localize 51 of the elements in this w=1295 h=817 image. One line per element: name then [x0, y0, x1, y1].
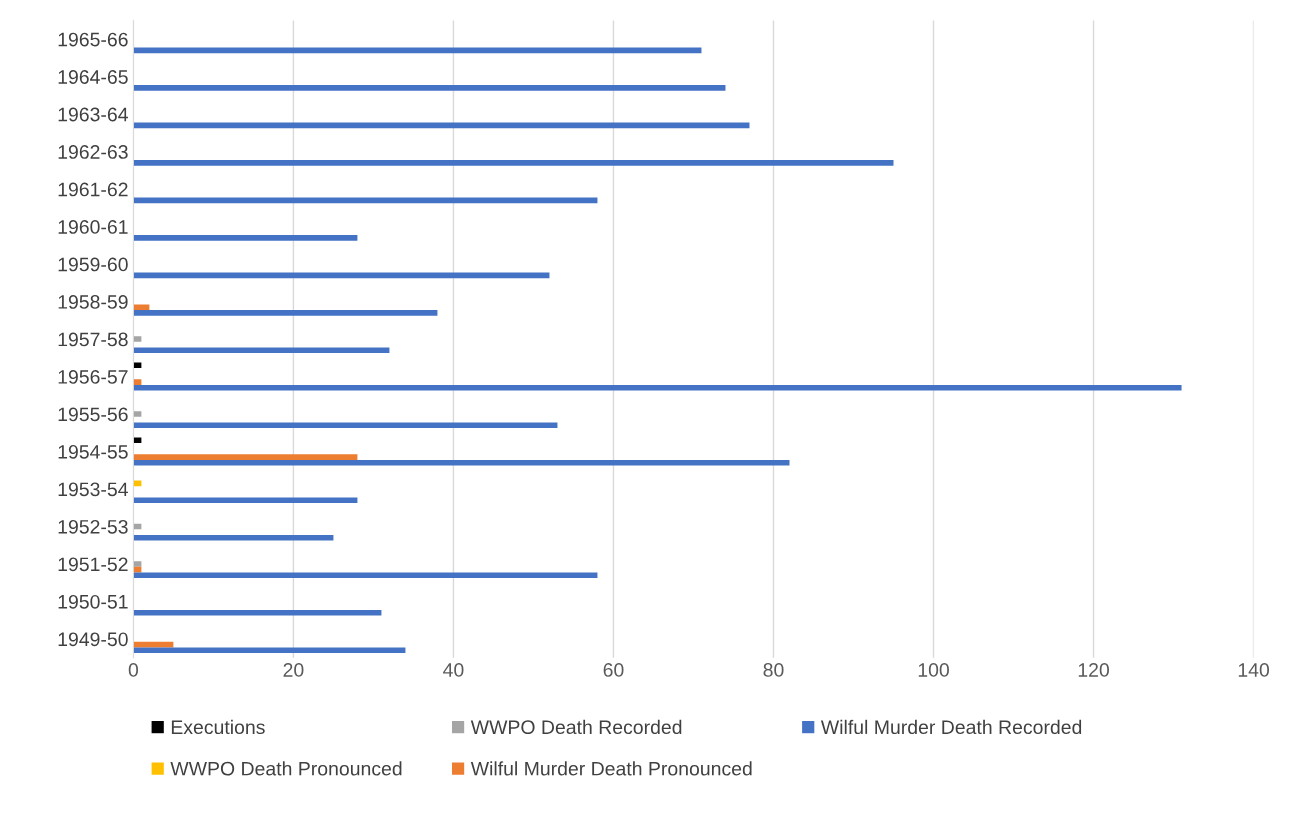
bar [133, 561, 142, 567]
x-tick-label: 60 [603, 663, 624, 677]
y-tick-label: 1960-61 [58, 220, 128, 234]
y-tick-label: 1954-55 [58, 444, 128, 459]
y-tick-label: 1963-64 [58, 107, 128, 122]
y-tick-label: 1952-53 [58, 519, 128, 534]
bar [133, 572, 598, 579]
bar [133, 310, 438, 316]
bar [133, 647, 406, 653]
bar [133, 609, 382, 616]
x-tick-label: 20 [283, 663, 304, 677]
y-tick-label: 1959-60 [58, 257, 128, 272]
y-tick-label: 1951-52 [58, 557, 128, 572]
legend-label: Wilful Murder Death Pronounced [470, 761, 752, 776]
bar [133, 347, 390, 354]
legend-label: Executions [171, 719, 265, 735]
bar [133, 362, 142, 369]
y-tick-label: 1965-66 [58, 32, 128, 47]
legend-label: Wilful Murder Death Recorded [820, 719, 1082, 735]
legend-label: WWPO Death Pronounced [170, 761, 402, 776]
y-tick-label: 1957-58 [58, 332, 128, 347]
bar [133, 336, 142, 342]
x-tick-label: 120 [1078, 663, 1109, 677]
y-tick-label: 1955-56 [58, 407, 128, 422]
bar [133, 459, 790, 466]
legend-label: WWPO Death Recorded [470, 719, 682, 735]
bar [133, 379, 142, 385]
x-tick-label: 40 [443, 663, 464, 677]
bar [133, 497, 358, 504]
bar [133, 534, 334, 541]
x-tick-label: 0 [128, 663, 139, 677]
bar [133, 454, 358, 460]
x-tick-label: 80 [763, 663, 784, 677]
y-tick-label: 1949-50 [58, 632, 128, 647]
y-tick-label: 1961-62 [58, 182, 128, 197]
bar [133, 411, 142, 417]
y-tick-label: 1958-59 [58, 295, 128, 309]
bar [133, 304, 150, 310]
bar [133, 437, 142, 444]
y-tick-label: 1953-54 [58, 482, 128, 497]
bar [133, 160, 894, 166]
bar [133, 422, 558, 429]
y-tick-label: 1950-51 [58, 594, 128, 609]
x-tick-label: 100 [918, 663, 949, 677]
y-tick-label: 1956-57 [58, 370, 128, 384]
bar [133, 235, 358, 241]
bar [133, 384, 1182, 391]
x-tick-label: 140 [1238, 663, 1270, 677]
bar [133, 85, 726, 91]
y-tick-label: 1964-65 [58, 70, 128, 84]
y-tick-label: 1962-63 [58, 145, 128, 159]
